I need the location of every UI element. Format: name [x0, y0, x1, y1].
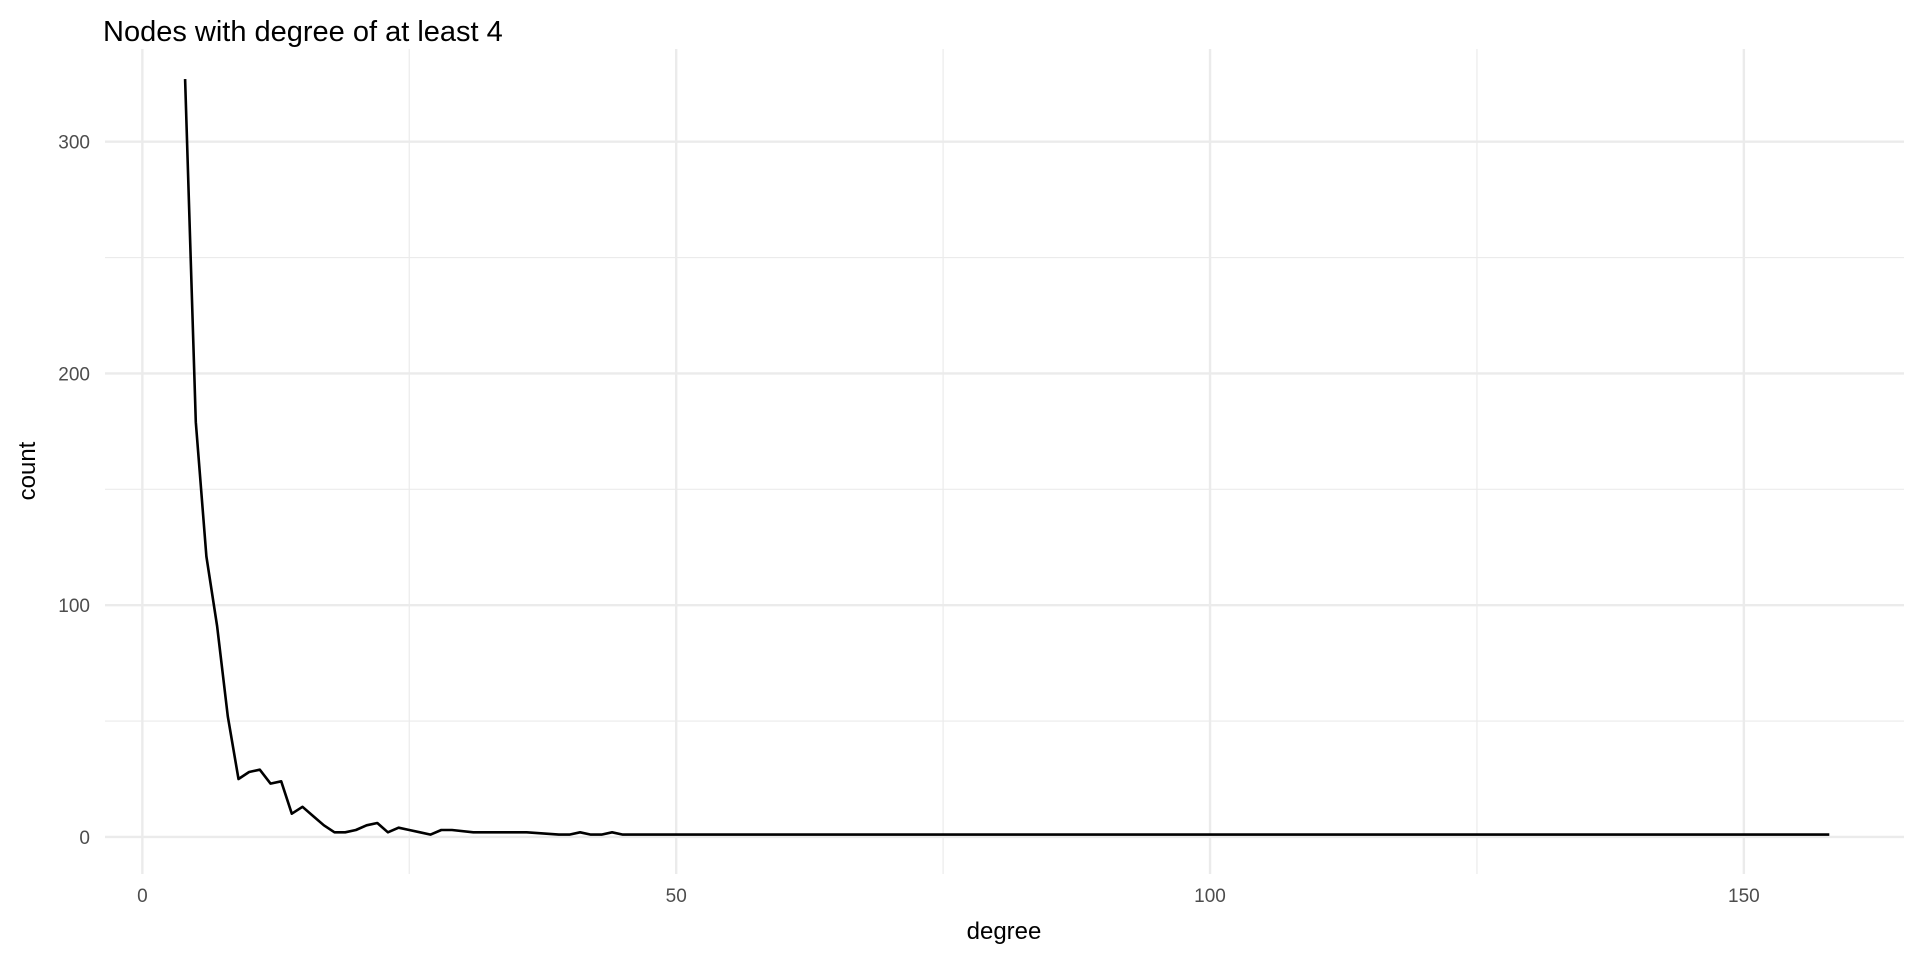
- y-axis-label: count: [14, 441, 41, 500]
- x-tick-label: 100: [1194, 886, 1226, 907]
- y-tick-label: 0: [79, 828, 90, 849]
- x-tick-label: 0: [137, 886, 148, 907]
- y-tick-label: 300: [58, 133, 90, 154]
- tick-labels: 0 50 100 150 0 100 200 300: [58, 133, 1759, 907]
- x-tick-label: 50: [666, 886, 687, 907]
- series-line: [183, 79, 1830, 836]
- y-tick-label: 200: [58, 364, 90, 385]
- y-tick-label: 100: [58, 596, 90, 617]
- x-axis-label: degree: [967, 918, 1042, 945]
- x-tick-label: 150: [1728, 886, 1760, 907]
- grid: [105, 49, 1904, 874]
- chart-title: Nodes with degree of at least 4: [103, 16, 503, 48]
